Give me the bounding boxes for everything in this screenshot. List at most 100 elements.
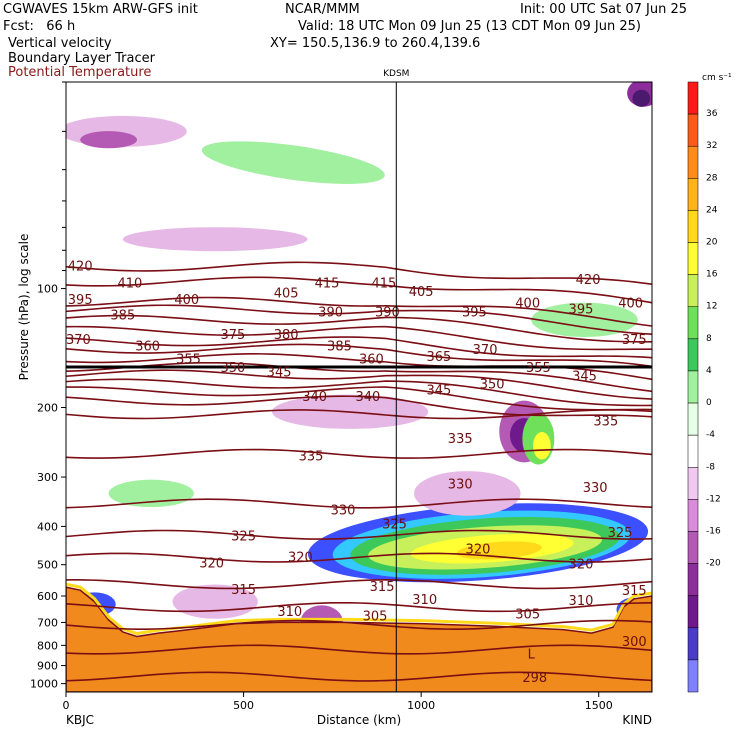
theta-label-31: 340 [355, 390, 380, 405]
x-tick-label-500: 500 [233, 699, 254, 712]
isentrope-335 [66, 448, 652, 459]
theta-label-30: 340 [302, 390, 327, 405]
theta-label-7: 405 [274, 287, 299, 302]
y-tick-label-300: 300 [37, 471, 58, 484]
x-tick-label-1500: 1500 [585, 699, 613, 712]
vv-contour-14 [201, 141, 385, 184]
theta-label-41: 325 [382, 517, 407, 532]
colorbar-label-8: 8 [706, 334, 712, 344]
theta-label-35: 335 [448, 432, 473, 447]
x-tick-label-1000: 1000 [407, 699, 435, 712]
isentrope-375 [66, 343, 652, 368]
theta-label-4: 420 [576, 273, 601, 288]
isentrope-330 [66, 498, 652, 509]
plot-frame [65, 81, 653, 693]
y-tick-label-600: 600 [37, 590, 58, 603]
theta-label-10: 395 [569, 303, 594, 318]
y-tick-label-200: 200 [37, 401, 58, 414]
theta-label-39: 330 [331, 504, 356, 519]
theta-label-27: 345 [267, 365, 292, 380]
header-field-tracer: Boundary Layer Tracer [8, 51, 155, 66]
terrain-fill [66, 586, 652, 692]
theta-label-55: 300 [622, 635, 647, 650]
colorbar-label--20: -20 [706, 559, 721, 569]
theta-label-25: 355 [176, 352, 201, 367]
theta-label-32: 345 [426, 383, 451, 398]
theta-label-16: 370 [66, 333, 91, 348]
isentrope-385 [66, 325, 652, 351]
isentrope-320 [66, 552, 652, 563]
theta-label-11: 400 [618, 296, 643, 311]
isentrope-340 [66, 409, 652, 420]
theta-label-24: 375 [622, 333, 647, 348]
vv-contour-17 [108, 479, 194, 508]
theta-label-17: 375 [221, 328, 246, 343]
vv-contour-11 [632, 89, 651, 107]
header-fcst: Fcst: 66 h [3, 19, 76, 34]
colorbar-swatch-13 [687, 499, 699, 532]
theta-label-12: 385 [110, 309, 135, 324]
y-tick-label-800: 800 [37, 639, 58, 652]
theta-label-3: 415 [371, 276, 396, 291]
colorbar-swatch-6 [687, 274, 699, 307]
theta-label-8: 405 [409, 285, 434, 300]
theta-label-2: 415 [315, 276, 340, 291]
marker-label: KDSM [383, 69, 409, 79]
header-org: NCAR/MMM [285, 2, 360, 17]
theta-label-29: 345 [572, 370, 597, 385]
header-init: Init: 00 UTC Sat 07 Jun 25 [520, 2, 687, 17]
theta-label-13: 390 [318, 306, 343, 321]
tracer-band [66, 582, 652, 636]
colorbar-swatch-11 [687, 434, 699, 468]
theta-label-37: 330 [448, 477, 473, 492]
colorbar-swatch-12 [687, 467, 699, 500]
theta-label-9: 400 [515, 296, 540, 311]
theta-label-20: 360 [135, 339, 160, 354]
theta-label-52: 310 [569, 594, 594, 609]
axes: 0 500 1000 1500 100 200 300 400 500 600 700 800 900 1… [30, 81, 653, 712]
vv-contour-19 [414, 471, 521, 516]
colorbar-swatch-8 [687, 338, 699, 372]
isentrope-410 [66, 276, 652, 304]
colorbar-label-24: 24 [706, 205, 718, 215]
colorbar: 36 32 28 24 20 16 12 8 4 0 -4 -8 -12 -16 -20 [687, 81, 721, 693]
header-xy: XY= 150.5,136.9 to 260.4,139.6 [270, 36, 481, 51]
theta-label-40: 325 [231, 529, 256, 544]
theta-label-0: 420 [68, 260, 93, 275]
y-tick-label-900: 900 [37, 660, 58, 673]
isentrope-325 [66, 529, 652, 540]
isentrope-305 [66, 619, 652, 630]
isentrope-390 [66, 314, 652, 343]
isentrope-360 [66, 369, 652, 400]
theta-label-18: 380 [274, 328, 299, 343]
isentrope-420 [66, 261, 652, 285]
colorbar-label-20: 20 [706, 238, 718, 248]
colorbar-swatch-18 [687, 659, 699, 693]
colorbar-swatch-9 [687, 370, 699, 404]
theta-label-28: 355 [526, 361, 551, 376]
colorbar-swatch-5 [687, 242, 699, 275]
left-endpoint-label: KBJC [66, 713, 94, 727]
header-model: CGWAVES 15km ARW-GFS init [3, 2, 198, 17]
colorbar-swatch-17 [687, 627, 699, 661]
right-endpoint-label: KIND [622, 713, 652, 727]
colorbar-label-4: 4 [706, 366, 712, 376]
isentrope-310 [66, 601, 652, 613]
header-field-theta: Potential Temperature [8, 65, 152, 80]
theta-label-56: L [528, 648, 536, 663]
isentrope-395 [66, 304, 652, 335]
theta-label-43: 320 [199, 557, 224, 572]
y-tick-label-100: 100 [37, 283, 58, 296]
colorbar-swatch-4 [687, 210, 699, 243]
theta-label-21: 360 [359, 352, 384, 367]
theta-label-19: 385 [327, 339, 352, 354]
colorbar-swatch-16 [687, 595, 699, 629]
theta-label-49: 315 [622, 584, 647, 599]
isentrope-400 [66, 296, 652, 327]
colorbar-unit: cm s⁻¹ [702, 73, 732, 83]
vv-contour-9 [533, 432, 551, 460]
isentrope-380 [66, 336, 652, 359]
theta-label-22: 365 [426, 350, 451, 365]
x-axis-label: Distance (km) [317, 713, 401, 727]
